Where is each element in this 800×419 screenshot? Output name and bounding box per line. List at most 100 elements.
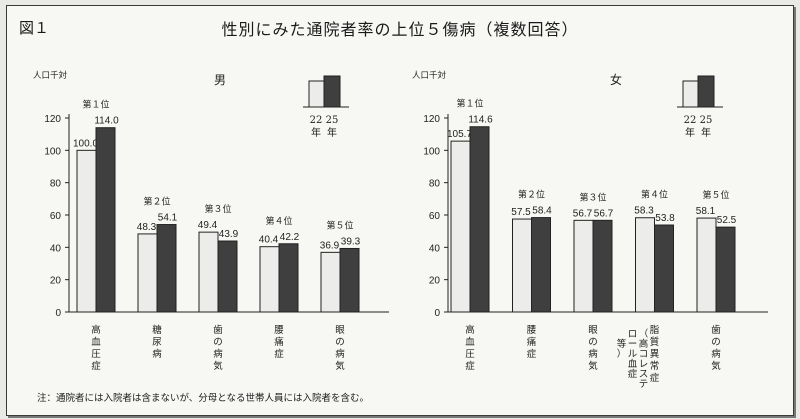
data-label: 43.9 [219,229,239,240]
data-label: 57.5 [511,207,531,218]
data-label: 58.4 [532,206,552,217]
legend-entry: 22年 [310,115,323,139]
rank-label: 第２位 [143,196,170,208]
y-tick-label: 0 [434,308,440,319]
data-label: 49.4 [198,220,218,231]
category-label-sub2-char: ル [628,349,638,360]
category-label-char: 気 [711,360,721,372]
bar-22 [198,231,219,313]
y-tick-label: 20 [50,276,62,287]
legend-swatch-25 [323,75,341,108]
category-label-char: 高 [91,324,101,336]
data-label: 105.7 [447,129,472,140]
category-label-char: 異 [650,349,660,360]
rank-label: 第２位 [518,189,545,201]
legend-entry-char: 年 [311,126,321,139]
rank-label: 第３位 [204,203,231,215]
data-label: 58.1 [696,206,716,217]
y-tick-label: 0 [55,308,61,319]
bar-25 [278,243,299,313]
legend-swatch-22 [682,80,699,108]
category-label: 腰痛症 [274,325,284,360]
legend-entry-char: 年 [327,126,337,139]
figure-frame: 人口千対男 0 20 40 60 80 100 120 22 年 25 年 100.0 114.0 第１位高… [6,5,794,416]
y-tick-label: 60 [50,211,62,222]
y-tick-label: 40 [50,243,62,254]
y-tick-label: 100 [44,146,61,157]
rank-label: 第３位 [579,191,606,203]
category-label: 腰痛症 [527,325,537,360]
data-label: 56.7 [594,208,614,219]
bar-25 [592,219,613,313]
category-label-sub3-char: ） [617,348,627,360]
bar-22 [696,217,717,313]
data-label: 42.2 [280,232,300,243]
category-label-char: 圧 [465,349,475,360]
category-label-char: 腰 [274,325,284,336]
y-tick-label: 20 [429,276,441,287]
category-label-char: 気 [335,360,345,372]
y-axis-label: 人口千対 [412,70,447,81]
category-label-char: 気 [213,360,223,372]
data-label: 54.1 [158,213,178,224]
category-label-char: 病 [213,348,223,360]
category-label-char: 病 [335,348,345,360]
data-label: 52.5 [717,215,737,226]
category-label-char: 病 [711,348,721,360]
bar-22 [76,149,97,313]
bar-22 [635,217,655,313]
category-label-char: 痛 [274,336,284,348]
y-tick-label: 120 [423,114,440,125]
legend-entry-char: 22 [310,115,323,126]
data-label: 39.3 [341,236,361,247]
y-tick-label: 80 [429,179,441,190]
category-label-char: の [711,337,721,348]
bar-22 [137,233,158,313]
bar-22 [450,140,471,313]
data-label: 36.9 [320,240,340,251]
rank-label: 第４位 [265,215,292,227]
category-label-sub2-char: 症 [628,368,638,380]
category-label: 糖尿病 [152,324,162,360]
legend-swatch-22 [308,80,325,108]
data-label: 58.3 [634,206,654,217]
bar-22 [573,219,594,313]
category-label-char: の [588,337,598,348]
bar-25 [156,224,177,313]
rank-label: 第５位 [702,189,729,201]
rank-label: 第１位 [456,98,483,110]
category-label-sub2-char: 血 [628,358,638,370]
category-label-char: 症 [465,360,475,372]
category-label-char: 痛 [527,336,537,348]
legend-entry-char: 25 [326,115,339,126]
category-label-char: 歯 [213,324,223,336]
category-label-char: 腰 [527,325,537,336]
figure-label: 図１ [19,19,50,37]
figure-title: 性別にみた通院者率の上位５傷病（複数回答） [221,20,579,39]
legend-entry: 22年 [684,115,697,139]
category-label-char: 症 [650,372,660,384]
category-label-sub-char: テ [639,379,649,390]
category-label-char: 眼 [335,325,345,336]
category-label-char: の [335,337,345,348]
rank-label: 第４位 [641,189,668,201]
bar-25 [469,126,490,313]
legend-entry: 25年 [700,115,713,139]
y-tick-label: 100 [423,146,440,157]
bar-25 [95,127,116,313]
category-label-sub2-char: ロ [628,329,638,340]
category-label-char: 症 [91,360,101,372]
category-label-char: の [213,337,223,348]
panel-title: 男 [214,73,226,87]
y-tick-label: 60 [429,211,441,222]
legend-entry-char: 年 [701,126,711,139]
category-label-char: 症 [274,348,284,360]
category-label-char: 脂 [650,324,660,336]
y-tick-label: 80 [50,179,62,190]
